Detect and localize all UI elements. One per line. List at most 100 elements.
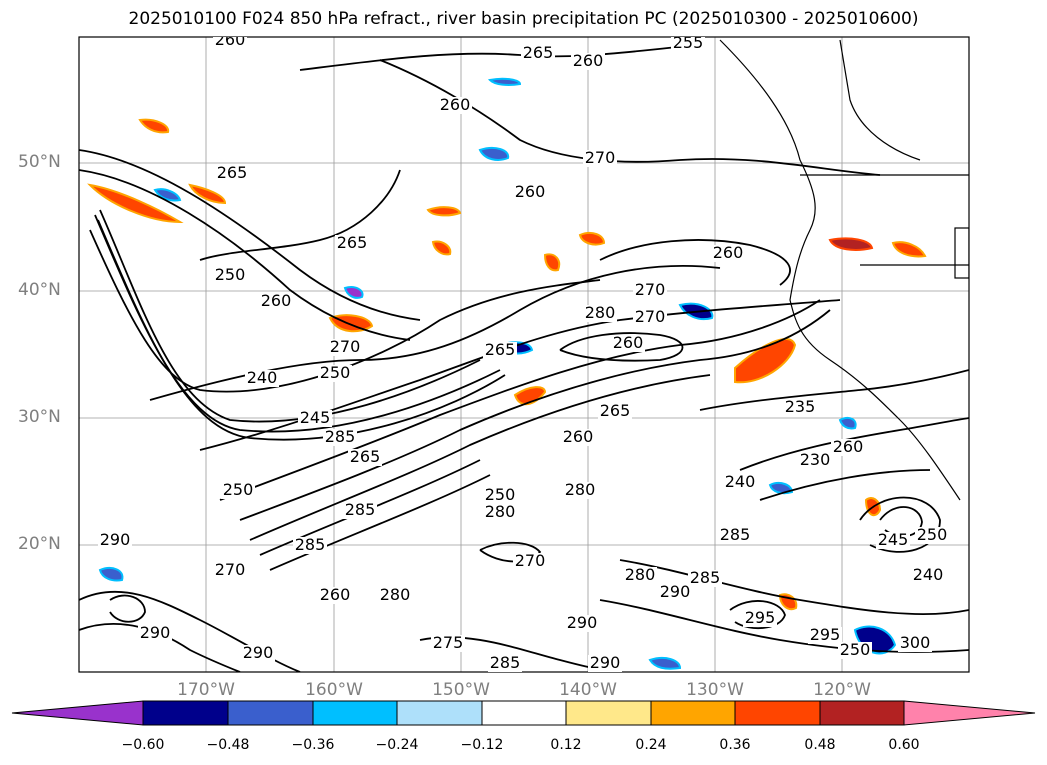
- colorbar-tick: 0.24: [635, 737, 667, 753]
- contour-label: 285: [295, 535, 326, 554]
- contour-label: 280: [585, 303, 616, 322]
- contour-label: 265: [523, 43, 554, 62]
- contour-label-bg: [431, 635, 465, 652]
- contour-label: 250: [320, 363, 351, 382]
- contour-label: 290: [660, 582, 691, 601]
- contour-label: 260: [440, 95, 471, 114]
- precip-patch-cool: [838, 417, 857, 430]
- contour-label: 240: [725, 472, 756, 491]
- precip-patch-warm: [543, 253, 561, 272]
- contour-label-bg: [583, 150, 617, 167]
- contour-label-bg: [743, 610, 777, 627]
- colorbar-bin: [819, 700, 905, 726]
- contour-label: 300: [900, 633, 931, 652]
- contour-label-bg: [318, 365, 352, 382]
- contour-label-bg: [565, 615, 599, 632]
- plot-background: [79, 37, 969, 672]
- contour-label-bg: [563, 482, 597, 499]
- contour-label: 250: [485, 485, 516, 504]
- contour-label: 245: [878, 530, 909, 549]
- contour-label-bg: [598, 403, 632, 420]
- contour-label: 295: [745, 608, 776, 627]
- lon-label-170w: 170°W: [177, 680, 235, 700]
- colorbar-tick: 0.12: [550, 737, 582, 753]
- contour-label: 270: [635, 307, 666, 326]
- contour-label-bg: [831, 439, 865, 456]
- refractivity-contours: [79, 44, 969, 672]
- lat-label-40n: 40°N: [18, 280, 61, 300]
- lat-label-20n: 20°N: [18, 534, 61, 554]
- contour-label-bg: [561, 429, 595, 446]
- contour-label-bg: [213, 267, 247, 284]
- precip-patch-warm: [828, 237, 874, 251]
- contour-label-bg: [723, 474, 757, 491]
- contour-label: 285: [345, 500, 376, 519]
- colorbar-bin: [142, 700, 229, 726]
- contour-label-bg: [335, 235, 369, 252]
- contour-label: 250: [917, 525, 948, 544]
- contour-label-bg: [611, 335, 645, 352]
- contour-label-bg: [808, 627, 842, 644]
- contour-label-bg: [583, 305, 617, 322]
- contour-label-bg: [318, 587, 352, 604]
- lat-label-30n: 30°N: [18, 407, 61, 427]
- contour-label: 270: [585, 148, 616, 167]
- contour-label-bg: [343, 502, 377, 519]
- contour-label: 240: [247, 368, 278, 387]
- contour-label: 260: [613, 333, 644, 352]
- contour-label-bg: [298, 410, 332, 427]
- contour-label-bg: [588, 655, 622, 672]
- colorbar-tick: 0.48: [804, 737, 836, 753]
- contour-label: 265: [217, 163, 248, 182]
- precip-patch-cool: [98, 567, 124, 582]
- contour-label: 260: [215, 30, 246, 49]
- colorbar-extend-low: [11, 700, 144, 726]
- colorbar-tick: −0.36: [291, 737, 335, 753]
- contour-labels: 260 255 265 260 260 270 265 260 265 260 250 260 270 2…: [98, 30, 949, 672]
- contour-label-bg: [911, 567, 945, 584]
- contour-label-bg: [245, 370, 279, 387]
- contour-label-bg: [483, 342, 517, 359]
- precip-patch-cool: [153, 188, 182, 202]
- precip-patch-warm: [513, 386, 547, 406]
- contour-label: 290: [100, 530, 131, 549]
- contour-label-bg: [221, 482, 255, 499]
- contour-label-bg: [688, 570, 722, 587]
- contour-label: 265: [485, 340, 516, 359]
- plot-frame: [78, 36, 970, 673]
- precip-patch-warm: [188, 183, 227, 205]
- contour-label-bg: [293, 537, 327, 554]
- coastline: [719, 39, 969, 501]
- precip-patch-warm: [426, 206, 462, 217]
- contour-label: 255: [673, 33, 704, 52]
- contour-label-bg: [783, 399, 817, 416]
- precip-patch-cool: [478, 147, 510, 161]
- contour-label-bg: [488, 655, 522, 672]
- lon-label-150w: 150°W: [432, 680, 490, 700]
- contour-label-bg: [483, 504, 517, 521]
- contour-label: 260: [320, 585, 351, 604]
- contour-label-bg: [513, 553, 547, 570]
- contour-label: 250: [215, 265, 246, 284]
- contour-label: 260: [515, 182, 546, 201]
- contour-label-bg: [623, 567, 657, 584]
- contour-label: 270: [635, 280, 666, 299]
- contour-label: 265: [337, 233, 368, 252]
- contour-label: 280: [565, 480, 596, 499]
- contour-label: 230: [800, 450, 831, 469]
- colorbar: [11, 700, 1036, 726]
- contour-label-bg: [323, 429, 357, 446]
- precip-patch-cool: [343, 286, 364, 299]
- contour-label-bg: [138, 625, 172, 642]
- colorbar-tick: −0.48: [206, 737, 250, 753]
- contour-label-bg: [213, 37, 247, 49]
- colorbar-tick: −0.60: [121, 737, 165, 753]
- map-title: 2025010100 F024 850 hPa refract., river …: [128, 9, 919, 29]
- colorbar-tick: −0.24: [375, 737, 419, 753]
- contour-label-bg: [98, 532, 132, 549]
- contour-label-bg: [328, 339, 362, 356]
- contour-label-bg: [213, 562, 247, 579]
- contour-label-bg: [571, 53, 605, 70]
- contour-label-bg: [633, 309, 667, 326]
